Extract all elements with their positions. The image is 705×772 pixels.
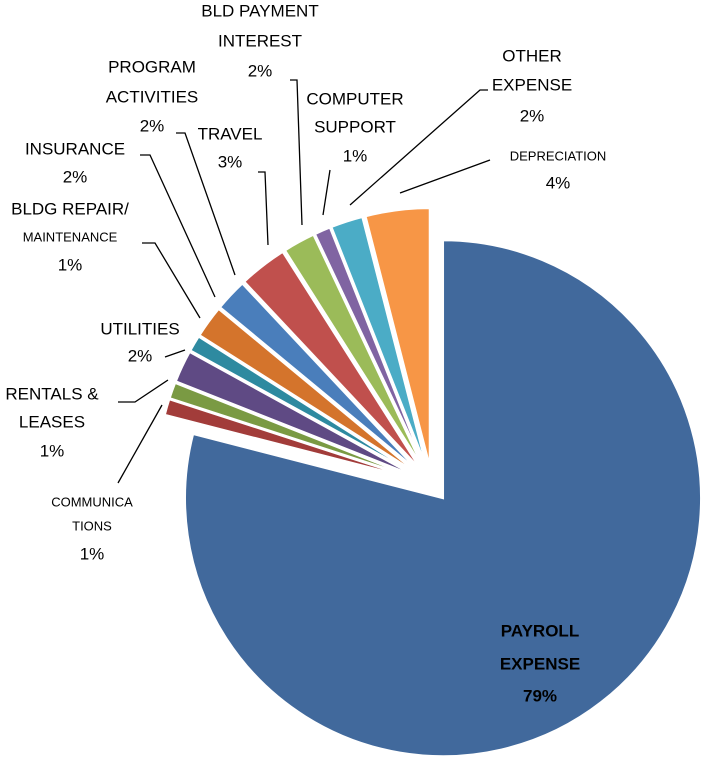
category-label: BLDG REPAIR/ [11, 199, 129, 218]
category-label: MAINTENANCE [23, 229, 118, 244]
slice [218, 282, 420, 473]
slice [163, 397, 416, 480]
value-label: 1% [343, 146, 368, 165]
value-label: 2% [128, 346, 153, 365]
leader-line [349, 89, 488, 206]
category-label: PROGRAM [108, 57, 196, 76]
slice [198, 307, 419, 475]
value-label: 3% [218, 152, 243, 171]
slice [184, 239, 702, 758]
leader-line [164, 349, 186, 358]
category-label: COMPUTER [306, 89, 403, 108]
value-label: 1% [40, 441, 65, 460]
category-label: EXPENSE [492, 75, 572, 94]
category-label: EXPENSE [500, 654, 580, 673]
category-label: SUPPORT [314, 117, 396, 136]
slice [174, 350, 417, 478]
category-label: COMMUNICA [51, 494, 133, 509]
leader-lines [117, 79, 491, 484]
value-label: 2% [140, 116, 165, 135]
slice [283, 233, 425, 469]
category-label: OTHER [502, 46, 562, 65]
slice [189, 335, 418, 476]
slice [168, 381, 416, 479]
value-label: 4% [546, 173, 571, 192]
leader-line [118, 379, 169, 403]
value-label: 79% [523, 686, 557, 705]
value-label: 2% [63, 167, 88, 186]
category-label: LEASES [19, 412, 85, 431]
leader-line [322, 169, 331, 216]
leader-line [140, 154, 216, 298]
value-label: 2% [520, 106, 545, 125]
leader-line [176, 132, 236, 276]
category-label: INTEREST [218, 31, 302, 50]
category-label: DEPRECIATION [510, 148, 607, 163]
labels: PAYROLL EXPENSE 79% COMMUNICA TIONS 1% RENTALS… [5, 1, 606, 705]
category-label: ACTIVITIES [106, 87, 199, 106]
category-label: RENTALS & [5, 384, 99, 403]
leader-line [117, 404, 163, 484]
category-label: TRAVEL [198, 124, 263, 143]
slice [242, 250, 422, 471]
slices [163, 207, 702, 758]
category-label: UTILITIES [100, 319, 179, 338]
value-label: 1% [58, 255, 83, 274]
leader-line [258, 171, 269, 246]
leader-line [142, 242, 201, 319]
leader-line [290, 79, 303, 226]
leader-line [399, 159, 491, 194]
category-label: TIONS [72, 518, 112, 533]
category-label: BLD PAYMENT [201, 1, 318, 20]
value-label: 2% [248, 61, 273, 80]
slice [364, 207, 431, 467]
category-label: INSURANCE [25, 139, 125, 158]
slice [313, 226, 426, 468]
value-label: 1% [80, 544, 105, 563]
category-label: PAYROLL [501, 621, 579, 640]
slice [330, 215, 428, 468]
